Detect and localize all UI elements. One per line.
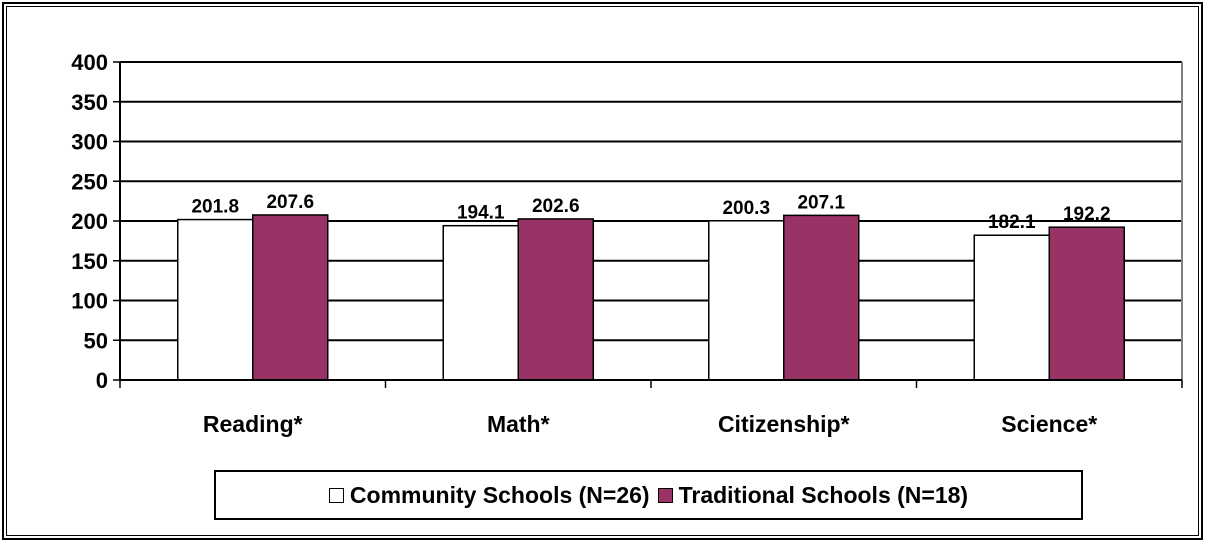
legend: Community Schools (N=26) Traditional Sch… [214,470,1083,520]
data-label: 194.1 [457,203,505,224]
y-tick-label: 150 [71,249,108,274]
y-tick-label: 0 [96,368,108,393]
x-tick-label: Math* [487,411,550,437]
data-label: 200.3 [722,198,770,219]
y-tick-label: 50 [84,328,108,353]
bars [177,214,1125,381]
axes [113,61,1183,388]
legend-label-traditional: Traditional Schools (N=18) [678,481,969,508]
legend-swatch-traditional [657,487,673,503]
bar-community [708,220,785,381]
legend-swatch-community [328,487,344,503]
y-tick-labels: 0 50 100 150 200 250 300 350 400 [71,50,108,393]
x-tick-label: Science* [1001,411,1097,437]
data-label: 182.1 [988,212,1036,233]
data-label: 207.6 [266,192,314,213]
x-tick-label: Citizenship* [718,411,850,437]
bar-traditional [517,218,594,381]
bar-traditional [1048,226,1125,381]
legend-item-community: Community Schools (N=26) [328,481,650,509]
x-tick-label: Reading* [203,411,303,437]
bar-community [973,234,1050,381]
legend-item-traditional: Traditional Schools (N=18) [657,481,969,509]
y-tick-label: 100 [71,289,108,314]
y-tick-label: 350 [71,90,108,115]
chart-frame-inner [6,6,1199,536]
legend-label-community: Community Schools (N=26) [349,481,650,508]
data-label: 202.6 [532,196,580,217]
bar-traditional [783,214,860,381]
y-tick-label: 200 [71,209,108,234]
y-tick-label: 300 [71,130,108,155]
bar-community [177,218,254,381]
y-tick-label: 250 [71,169,108,194]
data-label: 207.1 [797,192,845,213]
chart-frame-outer [2,2,1203,540]
data-labels: 201.8 207.6 194.1 202.6 200.3 207.1 182.1 192.2 [191,192,1110,233]
bar-traditional [252,214,329,381]
data-label: 201.8 [191,197,239,218]
bar-community [442,224,519,381]
x-tick-labels: Reading* Math* Citizenship* Science* [203,411,1097,437]
y-tick-label: 400 [71,50,108,75]
data-label: 192.2 [1063,204,1111,225]
